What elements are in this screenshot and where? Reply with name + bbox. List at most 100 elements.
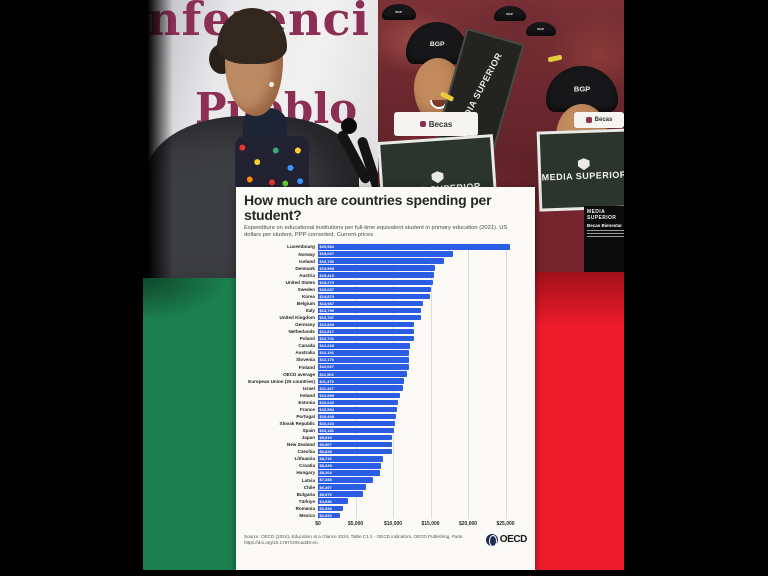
bar: $15,037 [318,286,431,292]
bar: $13,987 [318,300,423,307]
shield-icon [431,171,444,184]
bar-track: $9,828 [318,449,527,455]
bar-track: $12,176 [318,357,527,363]
gridline [468,243,469,520]
bar: $9,907 [318,441,393,448]
bar-track: $14,873 [318,293,527,300]
bar-value: $25,584 [319,244,334,250]
bar-label: Portugal [296,413,315,419]
bgp-cap: BGP [494,6,526,21]
bar: $8,716 [318,456,384,462]
bar-track: $4,036 [318,498,527,504]
bar-track: $6,397 [318,484,527,490]
bar-row: Italy $13,799 [244,307,527,314]
bar-track: $12,828 [318,321,527,328]
cap-label: BGP [395,10,403,14]
bar-track: $12,741 [318,336,527,342]
bar: $25,584 [318,244,510,250]
x-axis-tick: $20,000 [458,520,478,527]
bar-value: $9,919 [319,435,332,441]
bar-label: Mexico [299,512,315,518]
bar-value: $12,191 [319,350,334,356]
bar-value: $13,987 [319,300,334,306]
bar-row: Belgium $13,987 [244,300,527,307]
bar-row: Denmark $15,598 [244,265,527,272]
bar-row: Canada $12,228 [244,342,527,349]
bar-label: Netherlands [288,329,315,335]
bar: $12,176 [318,357,410,363]
bar-row: Finland $12,067 [244,363,527,370]
bar-track: $8,339 [318,463,527,469]
bar-value: $12,741 [319,336,334,342]
bar-label: Slovenia [296,357,315,363]
gridline [430,243,432,520]
chart-subtitle: Expenditure on educational institutions … [244,225,508,238]
bar-value: $9,828 [319,449,332,455]
becas-logo-icon [419,121,426,127]
bar-value: $11,902 [319,371,334,377]
bar-row: European Union (25 countries) $11,479 [244,378,527,385]
bar-value: $15,270 [319,279,334,285]
bar: $12,741 [318,336,414,342]
bar-row: Japan $9,919 [244,434,527,441]
bar-row: Türkiye $4,036 [244,498,527,505]
bar-value: $12,228 [319,343,334,349]
bgp-cap: BGP [382,4,416,20]
bar-row: New Zealand $9,907 [244,441,527,448]
bar-row: Hungary $8,204 [244,469,527,476]
poster-text-line [587,230,624,231]
becas-logo-icon [585,117,592,123]
bar-row: United Kingdom $13,787 [244,314,527,321]
bar-row: Portugal $10,408 [244,413,527,420]
bar-label: France [299,406,315,412]
bar-row: Netherlands $12,817 [244,328,527,335]
bar-value: $10,999 [319,392,334,398]
bar: $12,828 [318,321,415,328]
bar-value: $8,339 [319,463,332,469]
cap-label: BGP [429,38,445,48]
bar-label: Hungary [296,470,315,476]
bar-track: $12,817 [318,328,527,335]
bar-track: $3,348 [318,505,527,511]
bar: $14,873 [318,293,430,300]
bar-label: Romania [295,505,315,511]
bar-label: Germany [295,322,315,328]
bar-row: Germany $12,828 [244,321,527,328]
bar-value: $10,642 [319,399,334,405]
bar-track: $9,919 [318,434,527,441]
placard-label: MEDIA SUPERIOR [541,169,624,183]
speaker-hair [217,8,287,64]
bar-value: $10,181 [319,428,334,434]
bar-label: Belgium [296,300,315,306]
chart-footer: Source: OECD (2024), Education at a Glan… [244,533,527,546]
bar-value: $12,817 [319,329,334,335]
bar-track: $10,181 [318,427,527,434]
bar: $11,327 [318,385,403,391]
bar: $11,902 [318,371,408,377]
becas-label: Becas [594,117,613,123]
bar-track: $8,716 [318,456,527,462]
bar: $10,554 [318,406,398,413]
bar: $7,348 [318,477,374,483]
photo-edge-shadow [143,0,173,278]
bar-label: United States [285,279,315,285]
bar-row: Slovenia $12,176 [244,356,527,363]
bar-label: European Union (25 countries) [248,378,315,384]
becas-bienestar-poster: MEDIA SUPERIOR Becas Bienestar [584,206,624,272]
plot-area: Luxembourg $25,584 Norway $18,037 Iceland $16… [244,243,527,531]
chart-panel: How much are countries spending per stud… [236,187,535,570]
bar-value: $15,598 [319,265,334,271]
bar-row: Latvia $7,348 [244,476,527,483]
bar: $10,408 [318,413,397,420]
bar: $15,270 [318,279,433,285]
bar: $12,817 [318,328,415,335]
poster-text-line [587,233,624,234]
bar-track: $25,584 [318,244,527,250]
microphone-head-icon [341,118,357,134]
bar: $4,036 [318,498,349,504]
bar-row: Lithuania $8,716 [244,455,527,462]
bar-track: $13,787 [318,314,527,321]
bar-value: $4,036 [319,498,332,504]
bar: $16,786 [318,258,444,264]
bar-label: Spain [302,428,315,434]
